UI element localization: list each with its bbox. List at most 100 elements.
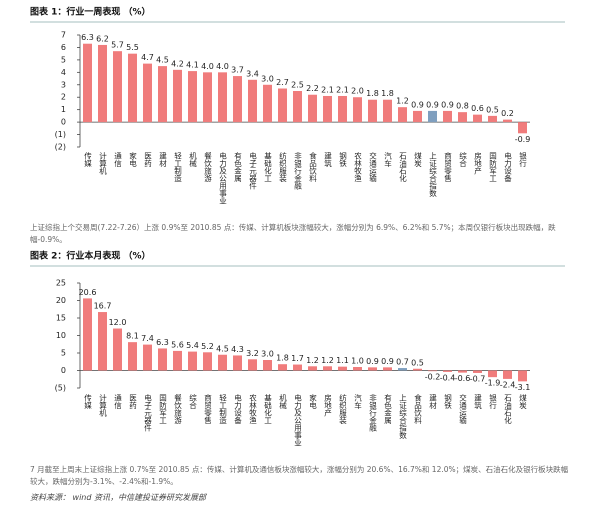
x-tick-label: 石油石化 — [503, 394, 512, 426]
bar — [293, 91, 302, 123]
data-label: 8.1 — [126, 332, 139, 341]
data-label: 1.8 — [366, 89, 379, 98]
bar — [98, 312, 107, 371]
y-tick-label: 0 — [61, 118, 66, 127]
x-tick-label: 传媒 — [83, 151, 92, 169]
x-tick-label: 综合 — [188, 393, 197, 411]
bar — [248, 79, 257, 123]
bar — [263, 84, 272, 123]
data-label: -0.2 — [425, 373, 441, 382]
source: 资料来源： wind 资讯，中信建投证券研究发展部 — [30, 493, 206, 502]
data-label: -0.6 — [455, 374, 471, 383]
x-tick-label: 钢铁 — [443, 393, 452, 411]
bar — [473, 114, 482, 123]
data-label: 1.2 — [321, 356, 334, 365]
bar — [503, 119, 512, 123]
y-tick-label: 5 — [61, 349, 66, 358]
x-tick-label: 电子元器件 — [248, 151, 257, 191]
x-tick-label: 医药 — [143, 152, 152, 169]
data-label: -0.7 — [470, 374, 486, 383]
x-tick-label: 煤炭 — [518, 393, 527, 411]
data-label: 5.4 — [186, 341, 199, 350]
x-tick-label: 建筑 — [473, 393, 482, 411]
data-label: 0.5 — [411, 358, 424, 367]
bar — [218, 354, 227, 371]
data-label: 6.2 — [96, 34, 109, 43]
bar — [398, 368, 407, 371]
x-tick-label: 农林牧渔 — [353, 151, 362, 183]
data-label: 0.2 — [501, 109, 514, 118]
data-label: 1.1 — [336, 356, 349, 365]
data-label: -0.9 — [515, 135, 531, 144]
bar — [173, 350, 182, 371]
data-label: -1.9 — [485, 379, 501, 388]
bar — [353, 367, 362, 371]
x-tick-label: 电力设备 — [233, 393, 242, 426]
x-tick-label: 交通运输 — [458, 393, 467, 426]
data-label: 16.7 — [94, 302, 112, 311]
bar — [368, 367, 377, 371]
x-tick-label: 家电 — [128, 151, 137, 168]
bar — [263, 360, 272, 371]
bar — [323, 95, 332, 123]
data-label: 2.5 — [291, 81, 304, 90]
x-tick-label: 基础化工 — [263, 151, 272, 183]
bar — [188, 71, 197, 123]
x-tick-label: 纺织服装 — [338, 393, 347, 426]
bar — [323, 366, 332, 371]
y-tick-label: 15 — [56, 314, 66, 323]
data-label: 0.9 — [441, 100, 454, 109]
bar — [188, 351, 197, 371]
data-label: 1.7 — [291, 354, 304, 363]
data-label: 2.0 — [351, 87, 364, 96]
y-tick-label: 4 — [61, 68, 66, 77]
bar — [233, 76, 242, 123]
bar — [203, 72, 212, 123]
x-tick-label: 基础化工 — [263, 393, 272, 425]
bar — [278, 88, 287, 123]
bar — [128, 342, 137, 371]
data-label: 3.2 — [246, 349, 259, 358]
x-tick-label: 有色金属 — [383, 393, 392, 426]
data-label: 5.2 — [201, 342, 214, 351]
bar — [113, 51, 122, 123]
data-label: 3.4 — [246, 69, 259, 78]
y-tick-label: 25 — [56, 279, 66, 288]
bar — [278, 364, 287, 371]
x-tick-label: 商贸零售 — [203, 393, 212, 426]
x-tick-label: 银行 — [518, 152, 527, 169]
y-tick-label: 2 — [61, 93, 66, 102]
x-tick-label: 通信 — [113, 393, 122, 411]
data-label: 6.3 — [81, 33, 94, 42]
data-label: 2.1 — [321, 85, 334, 94]
data-label: 3.0 — [261, 350, 274, 359]
data-label: 0.9 — [381, 357, 394, 366]
bar — [143, 63, 152, 123]
data-label: 0.7 — [396, 358, 409, 367]
x-tick-label: 国防军工 — [488, 152, 497, 183]
data-label: 4.1 — [186, 61, 199, 70]
y-tick-label: 5 — [61, 55, 66, 64]
data-label: 5.5 — [126, 43, 139, 52]
x-tick-label: 传媒 — [83, 393, 92, 411]
bar — [488, 370, 497, 378]
y-tick-label: 1 — [61, 105, 66, 114]
bar — [458, 112, 467, 123]
bar — [143, 344, 152, 371]
bar — [248, 359, 257, 371]
data-label: 2.1 — [336, 85, 349, 94]
x-tick-label: 银行 — [488, 394, 497, 411]
data-label: 1.0 — [351, 357, 364, 366]
bar — [83, 43, 92, 123]
data-label: 0.9 — [366, 357, 379, 366]
data-label: 0.6 — [471, 104, 484, 113]
bar — [98, 44, 107, 123]
y-tick-label: 7 — [61, 31, 66, 40]
x-tick-label: 电力设备 — [503, 151, 512, 184]
x-tick-label: 家电 — [308, 393, 317, 410]
x-tick-label: 餐饮旅游 — [203, 152, 212, 184]
data-label: 4.5 — [156, 56, 169, 65]
data-label: 0.8 — [456, 102, 469, 111]
data-label: 4.7 — [141, 53, 154, 62]
data-label: 1.2 — [306, 356, 319, 365]
